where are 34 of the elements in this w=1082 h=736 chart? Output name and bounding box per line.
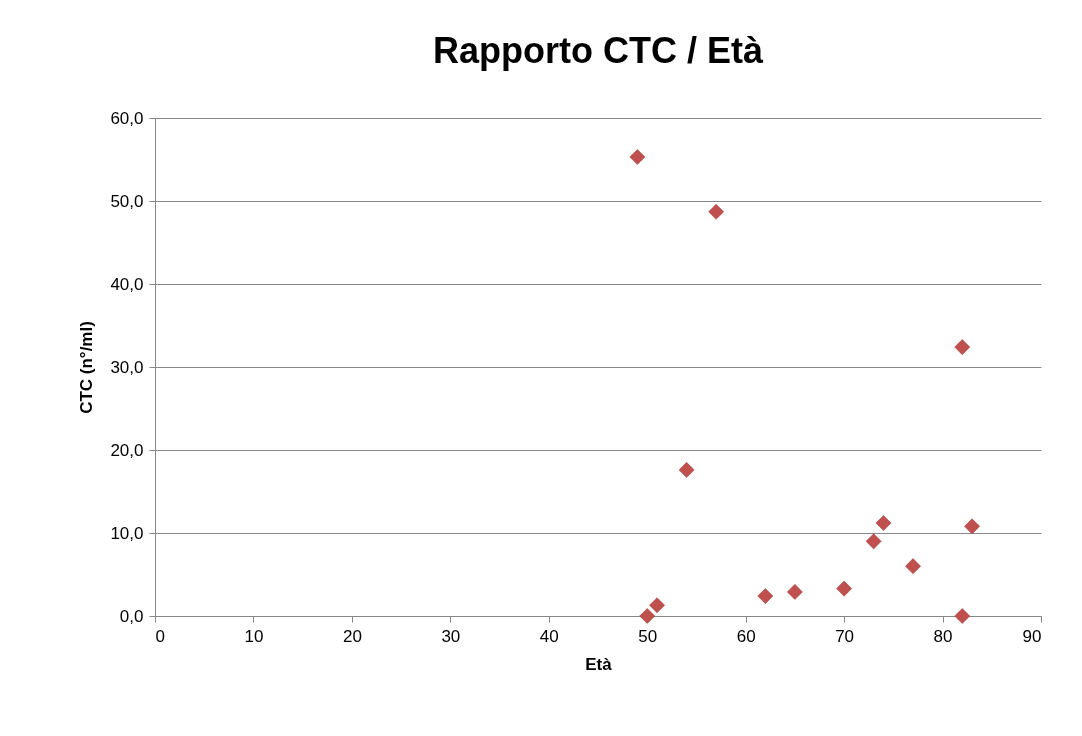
- point: [708, 203, 724, 220]
- x-tick-label: 60: [736, 626, 756, 646]
- x-tick-label: 20: [342, 626, 362, 646]
- point: [629, 149, 646, 165]
- chart-title: Rapporto CTC / Età: [433, 30, 764, 71]
- y-tick-label: 10,0: [110, 523, 144, 543]
- y-tick-label: 20,0: [110, 440, 144, 460]
- y-tick-label: 30,0: [110, 357, 144, 377]
- point: [954, 608, 971, 624]
- point: [865, 533, 882, 550]
- x-tick-label: 40: [539, 626, 559, 646]
- x-tick-label: 0: [155, 626, 165, 646]
- y-tick-label: 50,0: [110, 191, 144, 211]
- y-tick-label: 40,0: [110, 274, 144, 294]
- y-axis-title: CTC (n°/ml): [77, 321, 97, 414]
- point: [787, 584, 803, 600]
- point: [836, 580, 852, 597]
- x-tick-label: 90: [1022, 626, 1042, 646]
- x-axis-title: Età: [585, 654, 613, 674]
- x-tick-label: 70: [835, 626, 855, 646]
- x-tick-label: 30: [441, 626, 461, 646]
- point: [964, 518, 980, 535]
- point: [649, 597, 665, 614]
- x-tick-label: 80: [933, 626, 953, 646]
- point: [639, 608, 656, 624]
- y-tick-label: 60,0: [110, 108, 144, 128]
- point: [875, 515, 892, 531]
- point: [905, 558, 921, 575]
- y-tick-label: 0,0: [119, 606, 144, 626]
- point: [678, 462, 695, 478]
- x-tick-label: 10: [244, 626, 264, 646]
- x-tick-label: 50: [638, 626, 658, 646]
- point: [757, 588, 774, 604]
- point: [954, 339, 971, 355]
